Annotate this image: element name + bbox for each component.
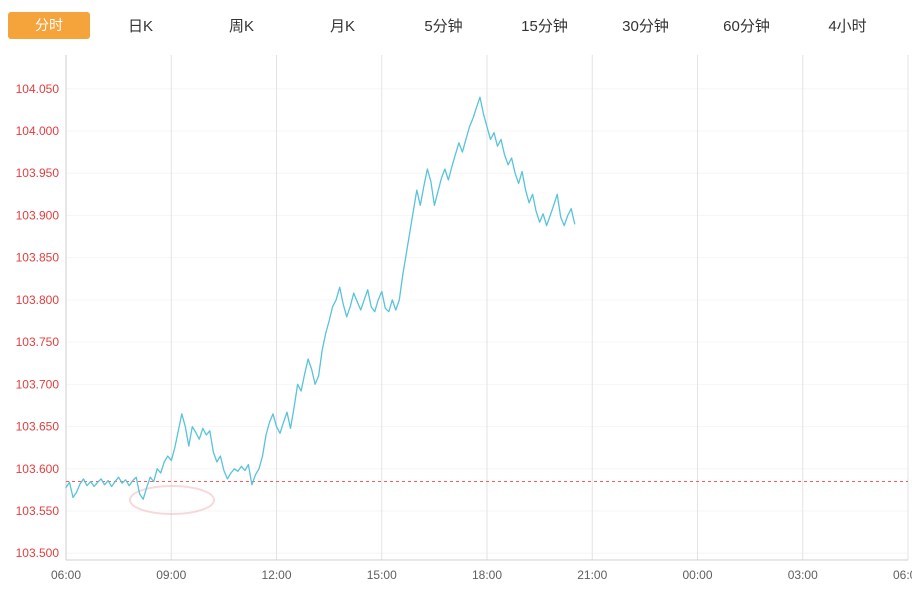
y-tick-label: 103.750 [16,335,60,349]
x-tick-label: 00:00 [682,568,712,582]
y-tick-label: 103.550 [16,504,60,518]
y-tick-label: 103.500 [16,546,60,560]
x-tick-label: 21:00 [577,568,607,582]
x-tick-label: 15:00 [367,568,397,582]
tab-4hour[interactable]: 4小时 [828,17,867,35]
tab-15min[interactable]: 15分钟 [521,17,568,35]
watermark-icon [129,485,215,515]
x-tick-label: 09:00 [156,568,186,582]
tab-timeshare[interactable]: 分时 [8,11,90,39]
x-tick-label: 03:00 [788,568,818,582]
y-tick-label: 103.800 [16,293,60,307]
tab-60min[interactable]: 60分钟 [723,17,770,35]
y-tick-label: 103.600 [16,462,60,476]
x-tick-label: 18:00 [472,568,502,582]
tab-daily-k[interactable]: 日K [127,17,153,35]
tab-weekly-k[interactable]: 周K [228,17,254,35]
x-tick-label: 06:00 [893,568,912,582]
y-tick-label: 103.900 [16,208,60,222]
y-tick-label: 103.850 [16,251,60,265]
y-tick-label: 104.050 [16,82,60,96]
x-tick-label: 12:00 [261,568,291,582]
y-tick-label: 103.700 [16,377,60,391]
tab-bar: 分时 日K 周K 月K 5分钟 15分钟 30分钟 60分钟 4小时 [0,0,912,42]
tab-30min[interactable]: 30分钟 [622,17,669,35]
y-tick-label: 103.650 [16,420,60,434]
price-series-line [65,96,576,500]
y-tick-label: 103.950 [16,166,60,180]
y-tick-label: 104.000 [16,124,60,138]
tab-monthly-k[interactable]: 月K [329,17,355,35]
x-tick-label: 06:00 [51,568,81,582]
tab-5min[interactable]: 5分钟 [424,17,463,35]
